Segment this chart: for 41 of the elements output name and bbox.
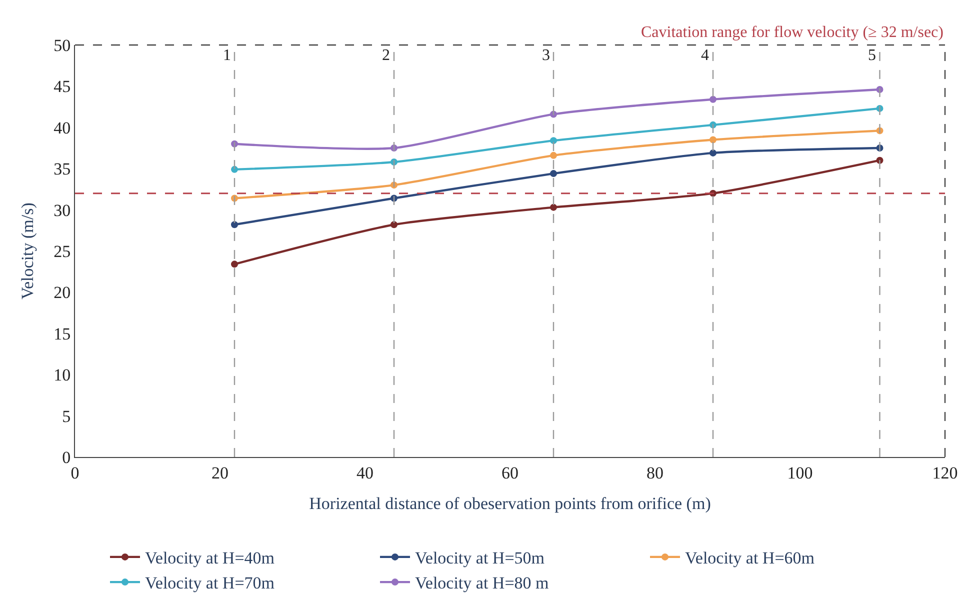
point <box>550 152 557 159</box>
point <box>550 137 557 144</box>
ref-line-label: Cavitation range for flow velocity (≥ 32 m/sec) <box>641 24 944 41</box>
y-tick-label: 40 <box>54 118 71 138</box>
legend-label: Velocity at H=70m <box>145 574 275 593</box>
legend-label: Velocity at H=40m <box>145 548 275 568</box>
point <box>550 170 557 178</box>
annotation: 4 <box>701 47 709 64</box>
y-tick-label: 35 <box>54 160 71 179</box>
x-tick-label: 120 <box>932 463 958 482</box>
point <box>231 166 238 173</box>
annotation: 5 <box>868 47 876 64</box>
legend-label: Velocity at H=80 m <box>415 574 549 593</box>
y-tick-label: 10 <box>54 366 71 385</box>
legend-label: Velocity at H=60m <box>685 548 815 568</box>
y-tick-label: 30 <box>54 200 71 220</box>
point <box>710 136 716 144</box>
point <box>550 204 557 211</box>
y-tick-label: 50 <box>54 36 71 55</box>
point <box>710 149 716 156</box>
point <box>231 221 238 228</box>
x-tick-label: 20 <box>212 463 228 482</box>
legend-label: Velocity at H=50m <box>415 548 545 568</box>
y-tick-label: 25 <box>54 242 71 261</box>
point <box>710 96 716 103</box>
annotation: 1 <box>223 47 231 64</box>
y-tick-label: 15 <box>54 324 71 344</box>
y-tick-label: 45 <box>54 77 71 96</box>
y-axis-title: Velocity (m/s) <box>18 202 38 300</box>
x-tick-label: 80 <box>646 463 664 482</box>
x-tick-label: 60 <box>502 463 518 482</box>
x-tick-label: 40 <box>356 463 374 482</box>
y-tick-label: 0 <box>62 448 71 467</box>
point <box>231 260 238 268</box>
y-tick-label: 20 <box>54 283 71 302</box>
annotation: 3 <box>542 47 550 64</box>
x-tick-label: 100 <box>787 463 813 482</box>
y-tick-label: 5 <box>62 406 71 426</box>
x-axis-title: Horizental distance of obeservation points from orifice (m) <box>309 494 711 513</box>
annotation: 2 <box>382 47 390 64</box>
point <box>390 221 398 228</box>
